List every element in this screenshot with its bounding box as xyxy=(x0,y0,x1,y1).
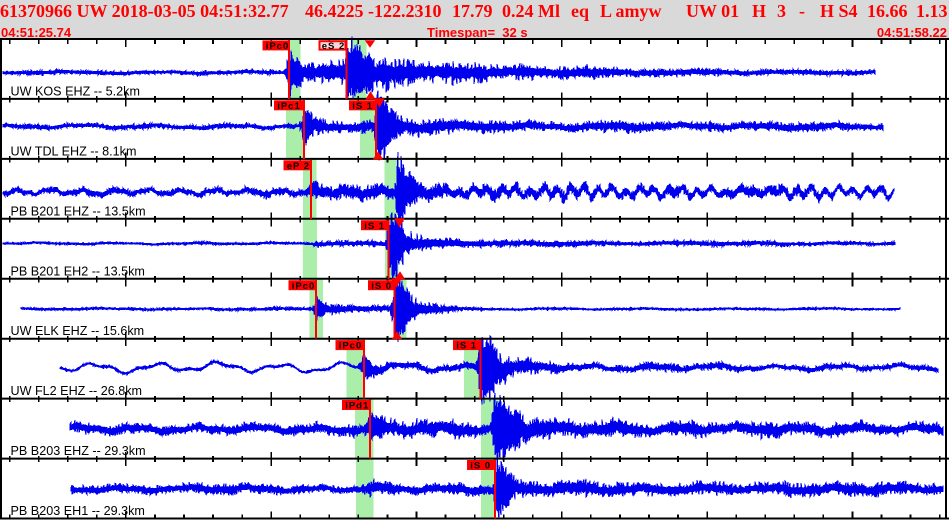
svg-text:iPd1: iPd1 xyxy=(345,401,369,412)
svg-text:iS 1: iS 1 xyxy=(352,101,373,112)
svg-text:iPc0: iPc0 xyxy=(339,341,363,352)
svg-text:iS 1: iS 1 xyxy=(456,341,477,352)
svg-text:UW TDL EHZ -- 8.1km: UW TDL EHZ -- 8.1km xyxy=(11,144,137,158)
svg-text:UW FL2 EHZ -- 26.8km: UW FL2 EHZ -- 26.8km xyxy=(11,384,143,398)
svg-text:eP 2: eP 2 xyxy=(287,161,310,172)
svg-text:UW KOS EHZ -- 5.2km: UW KOS EHZ -- 5.2km xyxy=(11,84,140,98)
svg-text:iS 1: iS 1 xyxy=(364,221,385,232)
svg-text:iS 0: iS 0 xyxy=(470,461,491,472)
svg-text:PB B203 EHZ -- 29.3km: PB B203 EHZ -- 29.3km xyxy=(11,444,146,458)
svg-text:iPc1: iPc1 xyxy=(277,101,301,112)
svg-text:PB B201 EH2 -- 13.5km: PB B201 EH2 -- 13.5km xyxy=(11,264,145,278)
svg-text:iPc0: iPc0 xyxy=(266,41,290,52)
svg-text:PB B201 EHZ -- 13.5km: PB B201 EHZ -- 13.5km xyxy=(11,204,146,218)
svg-text:iS 0: iS 0 xyxy=(371,281,392,292)
svg-text:PB B203 EH1 -- 29.3km: PB B203 EH1 -- 29.3km xyxy=(11,504,145,518)
svg-text:iPc0: iPc0 xyxy=(292,281,316,292)
svg-text:eS 2: eS 2 xyxy=(322,41,346,52)
svg-text:UW ELK EHZ -- 15.6km: UW ELK EHZ -- 15.6km xyxy=(11,324,145,338)
